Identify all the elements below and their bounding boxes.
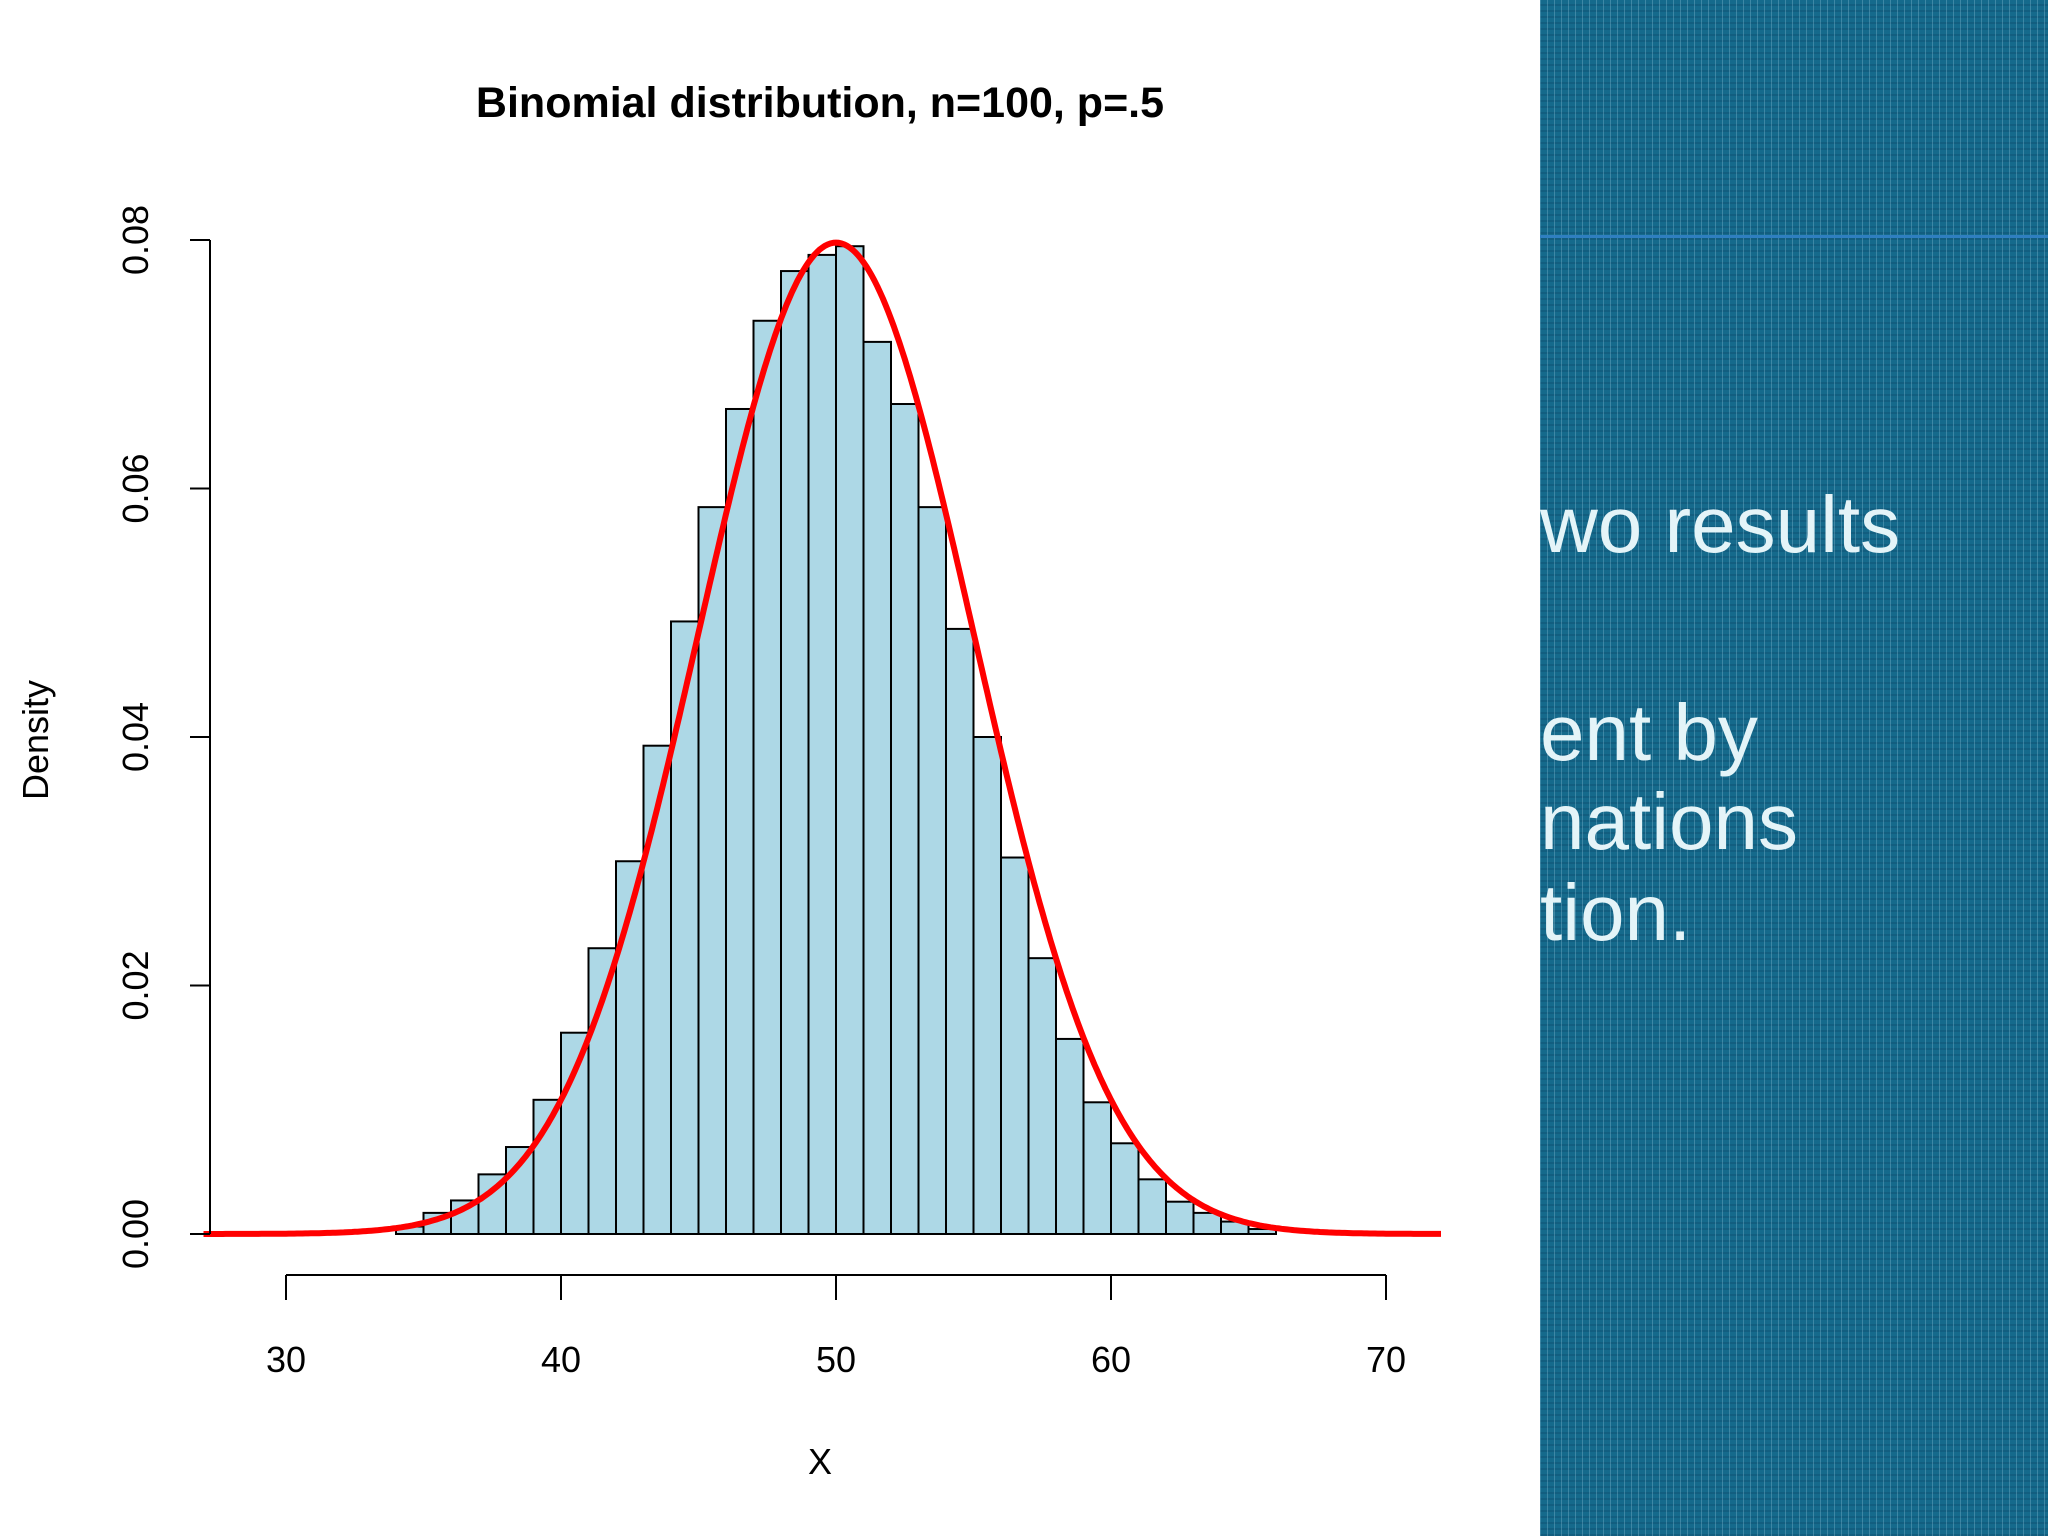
x-tick-label: 70 (1366, 1339, 1406, 1380)
y-tick-label: 0.08 (115, 205, 156, 275)
histogram-bar (725, 407, 755, 1236)
histogram-bar (835, 245, 865, 1235)
histogram-bar (1027, 957, 1057, 1235)
y-axis-label: Density (15, 680, 56, 800)
slide-text-line-4: nations (1540, 777, 1798, 866)
y-tick-label: 0.00 (115, 1199, 156, 1269)
x-tick-label: 60 (1091, 1339, 1131, 1380)
chart-title: Binomial distribution, n=100, p=.5 (476, 79, 1164, 127)
histogram-bar (615, 860, 645, 1235)
histogram-bar (1137, 1178, 1167, 1235)
histogram-bar (1165, 1200, 1195, 1235)
axes: 0.00 0.02 0.04 0.06 0.08 30 40 50 60 70 (115, 205, 1406, 1380)
y-tick-label: 0.06 (115, 453, 156, 523)
histogram-bar (670, 620, 700, 1235)
histogram-bar (560, 1031, 590, 1235)
histogram-bar (642, 744, 672, 1235)
histogram-bar (697, 506, 727, 1235)
histogram-bar (1247, 1228, 1277, 1236)
y-tick-label: 0.04 (115, 702, 156, 772)
y-tick-label: 0.02 (115, 950, 156, 1020)
x-tick-label: 30 (266, 1339, 306, 1380)
density-curve (203, 239, 1442, 1237)
histogram-bar (1055, 1037, 1085, 1235)
histogram-bar (1000, 856, 1030, 1236)
histogram-bar (807, 253, 837, 1236)
histogram-bar (752, 319, 782, 1235)
histogram-bar (1082, 1101, 1112, 1236)
histogram-bar (1192, 1211, 1222, 1235)
histogram-bar (917, 506, 947, 1235)
slide-divider-line (1540, 235, 2048, 238)
density-curve-layer (203, 239, 1442, 1237)
histogram-chart: 0.00 0.02 0.04 0.06 0.08 30 40 50 60 70 Binomial … (15, 79, 1442, 1482)
chart-panel: 0.00 0.02 0.04 0.06 0.08 30 40 50 60 70 Binomial … (15, 79, 1442, 1482)
x-tick-label: 50 (816, 1339, 856, 1380)
slide-text-line-3: ent by (1540, 688, 1758, 777)
histogram-bar (862, 340, 892, 1235)
histogram-bar (780, 270, 810, 1235)
slide-background-panel: wo results ent by nations tion. (1540, 0, 2048, 1536)
histogram-bar (945, 627, 975, 1235)
x-axis-label: X (808, 1441, 832, 1482)
histogram-bar (890, 403, 920, 1235)
histogram-bars (395, 245, 1277, 1236)
slide-text-line-5: tion. (1540, 868, 1692, 957)
slide-text-line-1: wo results (1540, 480, 1901, 569)
histogram-bar (972, 736, 1002, 1235)
x-tick-label: 40 (541, 1339, 581, 1380)
histogram-bar (1110, 1142, 1140, 1235)
